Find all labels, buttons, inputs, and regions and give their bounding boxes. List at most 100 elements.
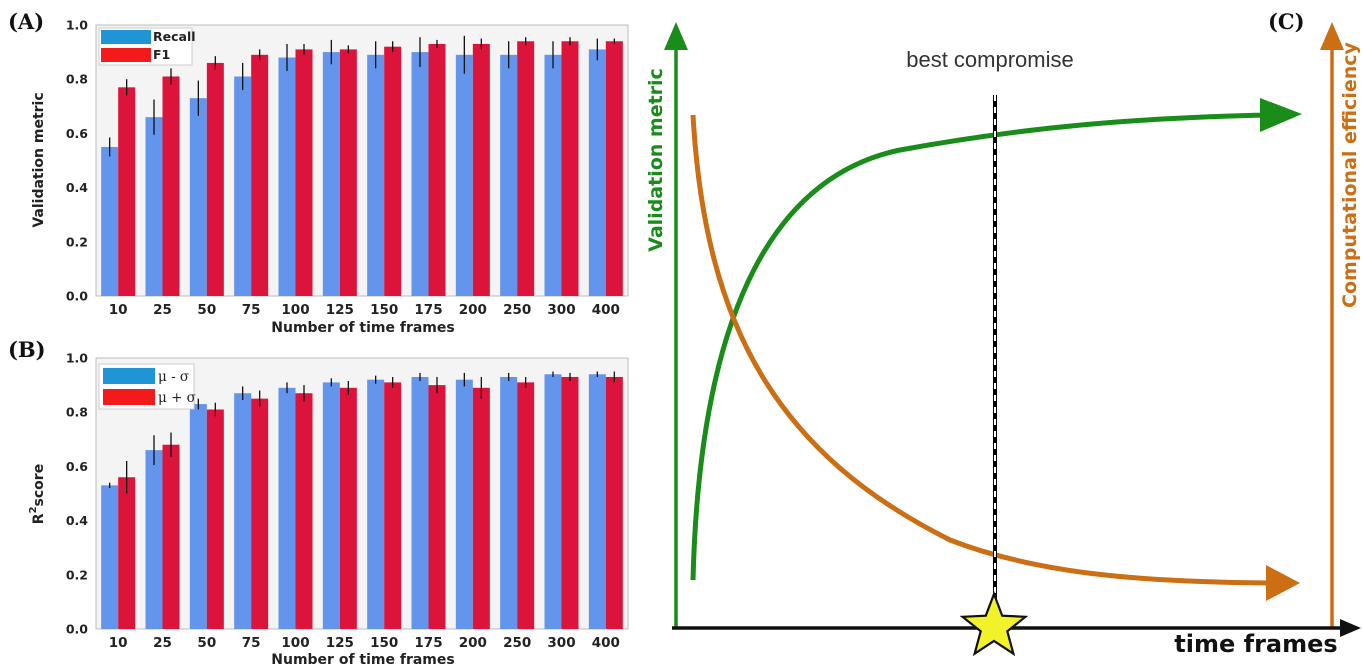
x-tick-label: 75 [242,635,261,651]
panel-a-plot-area [95,24,629,297]
panel-b-x-axis-label: Number of time frames [271,652,454,667]
efficiency-curve-arrowhead [1266,565,1300,601]
x-tick-label: 75 [242,302,261,318]
bar-a-175 [411,376,429,629]
x-tick-label: 400 [592,635,620,651]
bar-a-400 [588,374,606,629]
bar-a-75 [234,393,252,629]
bar-b-50 [206,409,224,629]
panel-a-label: (A) [8,9,44,34]
bar-b-75 [251,398,269,629]
x-tick-label: 10 [109,635,128,651]
y-tick-label: 0.0 [66,622,88,637]
bar-b-125 [339,49,357,296]
time-frames-axis-label: time frames [1174,630,1337,658]
panel-a-legend-f1: F1 [153,47,170,62]
bar-a-125 [322,52,340,296]
x-tick-label: 50 [197,302,216,318]
bar-b-100 [295,49,313,296]
bar-a-250 [500,54,518,297]
best-compromise-label: best compromise [906,47,1074,72]
bar-b-75 [251,54,269,297]
time-axis-arrowhead [1340,619,1361,637]
bar-a-200 [455,54,473,297]
bar-a-175 [411,52,429,296]
bar-a-250 [500,376,518,629]
panel-a-bars [101,35,623,297]
bar-a-100 [278,57,296,296]
x-tick-label: 125 [326,635,354,651]
validation-metric-axis-label: Validation metric [645,68,667,252]
efficiency-axis-arrowhead [1320,22,1344,50]
bar-b-100 [295,393,313,629]
x-tick-label: 175 [414,302,442,318]
bar-a-10 [101,485,119,629]
computational-efficiency-curve [690,114,1269,586]
x-tick-label: 25 [153,302,172,318]
panel-a-y-axis-label: Validation metric [31,92,47,227]
y-tick-label: 0.6 [66,459,88,474]
bar-a-100 [278,387,296,629]
panel-b-legend: μ - σ μ + σ [98,363,196,410]
x-tick-label: 150 [370,302,398,318]
y-tick-label: 0.8 [66,405,88,420]
y-tick-label: 0.4 [66,513,88,528]
y-tick-label: 0.2 [66,234,88,249]
panel-b-bars [101,371,623,629]
bar-a-150 [367,54,385,297]
bar-b-175 [428,385,446,629]
panel-b-y-axis-label-main: R [31,513,47,524]
panel-a-y-ticks: 0.0 0.2 0.4 0.6 0.8 1.0 [66,18,88,304]
star-icon [959,590,1029,657]
panel-b-y-axis-label-text: R2score [28,464,47,524]
bar-b-300 [561,41,579,297]
panel-a-legend: Recall F1 [98,27,196,66]
x-tick-label: 175 [414,635,442,651]
x-tick-label: 300 [547,635,575,651]
panel-c: (C) Validation metric Computational effi… [645,9,1361,658]
bar-b-175 [428,43,446,296]
bar-b-25 [162,444,180,629]
x-tick-label: 125 [326,302,354,318]
x-tick-label: 150 [370,635,398,651]
panel-b-legend-mu-minus-sigma: μ - σ [158,369,189,385]
bar-b-300 [561,376,579,629]
y-tick-label: 1.0 [66,351,88,366]
x-tick-label: 200 [459,302,487,318]
bar-a-25 [145,450,163,629]
panel-a-x-axis-label: Number of time frames [271,320,454,336]
y-tick-label: 0.0 [66,289,88,304]
x-tick-label: 25 [153,635,172,651]
panel-b-legend-mu-plus-sigma: μ + σ [158,390,196,406]
bar-a-50 [189,404,207,629]
bar-a-25 [145,117,163,296]
panel-b-label: (B) [8,337,46,362]
bar-b-10 [118,87,136,296]
bar-b-150 [384,382,402,629]
bar-a-50 [189,98,207,296]
validation-axis-arrowhead [664,22,688,50]
panel-b-y-axis-label: R2score [28,464,47,524]
panel-b-y-axis-label-sup: 2 [28,506,39,513]
bar-b-250 [517,382,535,629]
panel-b-legend-swatch-mu-plus-sigma [103,389,155,405]
panel-a-legend-swatch-recall [101,30,151,44]
validation-metric-curve [690,112,1269,581]
y-tick-label: 0.4 [66,180,88,195]
bar-b-400 [605,376,623,629]
bar-b-50 [206,62,224,296]
x-tick-label: 50 [197,635,216,651]
panel-b-x-ticks: 10 25 50 75 100 125 150 175 200 250 300 400 [109,635,620,651]
bar-b-200 [472,387,490,629]
panel-b-y-ticks: 0.0 0.2 0.4 0.6 0.8 1.0 [66,351,88,637]
x-tick-label: 100 [281,635,309,651]
bar-b-150 [384,46,402,297]
panel-a-x-ticks: 10 25 50 75 100 125 150 175 200 250 300 400 [109,302,620,318]
bar-a-300 [544,54,562,297]
panel-b: (B) 0.0 0.2 0.4 0.6 0.8 1.0 10 25 50 75 100 125 150… [8,337,629,667]
x-tick-label: 300 [547,302,575,318]
bar-b-400 [605,41,623,297]
bar-a-125 [322,382,340,629]
x-tick-label: 200 [459,635,487,651]
